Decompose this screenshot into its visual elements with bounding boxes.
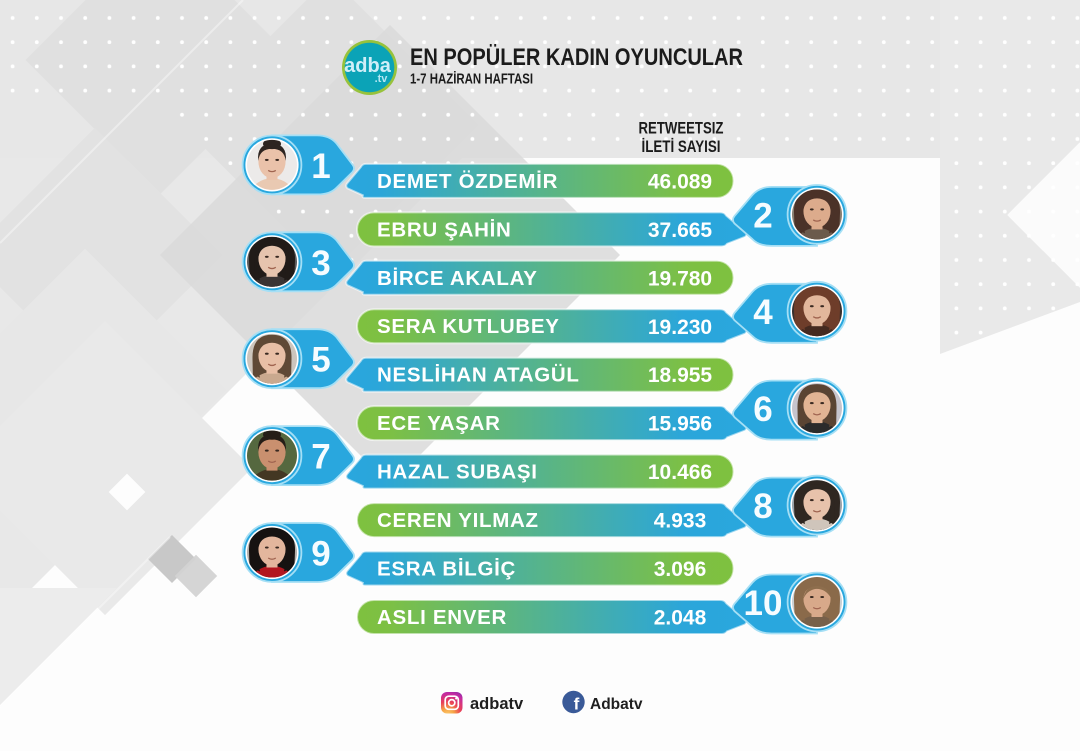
- svg-text:15.956: 15.956: [648, 413, 712, 436]
- svg-text:3: 3: [311, 244, 330, 283]
- svg-text:Adbatv: Adbatv: [590, 696, 643, 713]
- svg-text:NESLİHAN ATAGÜL: NESLİHAN ATAGÜL: [377, 364, 580, 387]
- svg-text:18.955: 18.955: [648, 364, 713, 387]
- svg-text:37.665: 37.665: [648, 219, 713, 242]
- svg-text:10.466: 10.466: [648, 461, 712, 484]
- svg-text:EN POPÜLER KADIN OYUNCULAR: EN POPÜLER KADIN OYUNCULAR: [410, 44, 743, 71]
- svg-text:6: 6: [753, 390, 772, 429]
- svg-text:EBRU ŞAHİN: EBRU ŞAHİN: [377, 218, 512, 241]
- svg-text:46.089: 46.089: [648, 170, 712, 193]
- svg-text:.tv: .tv: [375, 73, 389, 85]
- svg-text:2: 2: [753, 196, 772, 235]
- svg-text:adbatv: adbatv: [470, 695, 524, 713]
- svg-text:10: 10: [744, 584, 783, 623]
- svg-text:1-7 HAZİRAN HAFTASI: 1-7 HAZİRAN HAFTASI: [410, 71, 533, 88]
- svg-text:ASLI ENVER: ASLI ENVER: [377, 606, 507, 629]
- svg-text:DEMET ÖZDEMİR: DEMET ÖZDEMİR: [377, 170, 558, 193]
- svg-text:2.048: 2.048: [654, 607, 707, 630]
- svg-text:adba: adba: [344, 55, 392, 77]
- svg-text:f: f: [574, 695, 580, 714]
- svg-text:RETWEETSIZ: RETWEETSIZ: [639, 119, 724, 138]
- svg-text:HAZAL SUBAŞI: HAZAL SUBAŞI: [377, 461, 538, 484]
- svg-text:19.780: 19.780: [648, 267, 712, 290]
- svg-text:19.230: 19.230: [648, 316, 712, 339]
- svg-text:SERA KUTLUBEY: SERA KUTLUBEY: [377, 315, 560, 338]
- svg-text:ESRA BİLGİÇ: ESRA BİLGİÇ: [377, 558, 516, 581]
- svg-text:8: 8: [753, 487, 772, 526]
- svg-text:ECE YAŞAR: ECE YAŞAR: [377, 412, 501, 435]
- svg-text:CEREN YILMAZ: CEREN YILMAZ: [377, 509, 539, 532]
- svg-text:5: 5: [311, 341, 330, 380]
- svg-text:İLETİ SAYISI: İLETİ SAYISI: [642, 137, 721, 156]
- svg-text:BİRCE AKALAY: BİRCE AKALAY: [377, 267, 538, 290]
- svg-text:3.096: 3.096: [654, 558, 707, 581]
- svg-text:4: 4: [753, 293, 773, 332]
- svg-text:9: 9: [311, 535, 330, 574]
- svg-text:4.933: 4.933: [654, 510, 707, 533]
- svg-text:1: 1: [311, 147, 330, 186]
- svg-text:7: 7: [311, 438, 330, 477]
